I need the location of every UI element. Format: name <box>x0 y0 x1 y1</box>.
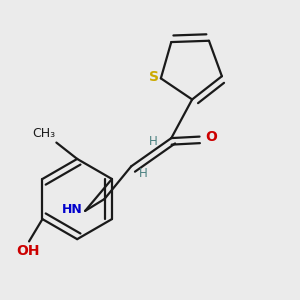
Text: O: O <box>205 130 217 144</box>
Text: OH: OH <box>16 244 39 258</box>
Text: H: H <box>149 135 158 148</box>
Text: HN: HN <box>61 203 82 216</box>
Text: S: S <box>149 70 159 84</box>
Text: H: H <box>139 167 147 180</box>
Text: CH₃: CH₃ <box>32 127 55 140</box>
